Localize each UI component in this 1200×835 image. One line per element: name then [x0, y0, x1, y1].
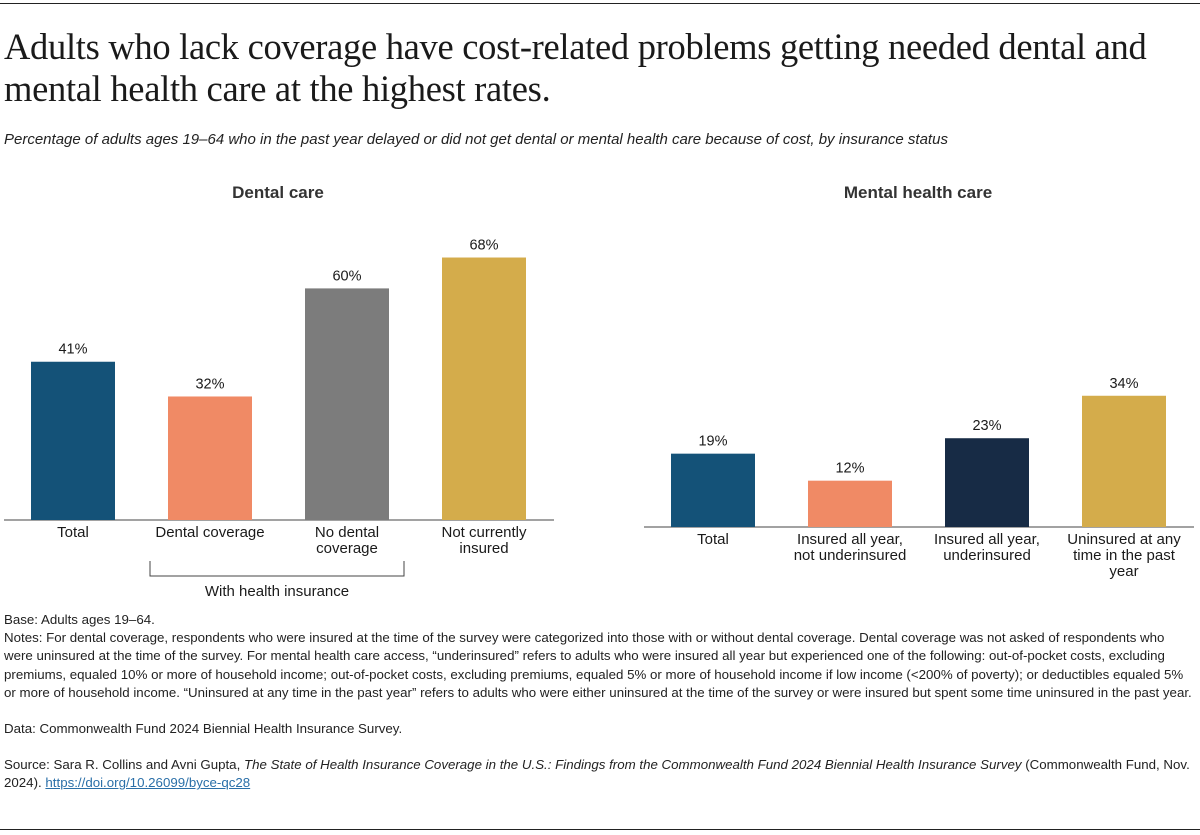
mental-category-label-3-line-2: underinsured: [943, 547, 1031, 564]
mental-data-label-3: 23%: [972, 418, 1001, 434]
top-rule: [0, 3, 1200, 4]
dental-category-label-1: Total: [57, 524, 89, 541]
dental-bar-3: [305, 288, 389, 520]
mental-data-label-4: 34%: [1109, 376, 1138, 392]
bar-charts: 41% Total 32% Dental coverage 60% No dentalco…: [4, 238, 1194, 600]
mental-category-label-1: Total: [697, 531, 729, 548]
dental-bar-4: [442, 257, 526, 520]
group-bracket-label: With health insurance: [205, 583, 349, 600]
mental-category-label-2-line-2: not underinsured: [794, 547, 907, 564]
group-bracket: [149, 561, 405, 577]
dental-data-label-3: 60%: [332, 268, 361, 284]
dental-data-label-1: 41%: [58, 342, 87, 358]
notes-text: Notes: For dental coverage, respondents …: [4, 630, 1192, 700]
mental-bar-1: [671, 453, 755, 527]
mental-bar-2: [808, 480, 892, 527]
dental-bar-1: [31, 361, 115, 520]
dental-panel-title: Dental care: [232, 183, 324, 202]
source-suffix: (Commonwealth Fund, Nov. 2024).: [4, 757, 1190, 791]
chart-title: Adults who lack coverage have cost-relat…: [4, 26, 1147, 109]
dental-category-label-3-line-2: coverage: [316, 540, 378, 557]
mental-bar-3: [945, 438, 1029, 527]
data-note: Data: Commonwealth Fund 2024 Biennial He…: [4, 721, 403, 737]
source-title: The State of Health Insurance Coverage i…: [243, 757, 1022, 773]
base-note: Base: Adults ages 19–64.: [4, 612, 155, 627]
mental-data-label-1: 19%: [698, 434, 727, 450]
doi-link[interactable]: https://doi.org/10.26099/byce-qc28: [45, 775, 251, 791]
dental-bar-2: [168, 396, 252, 520]
chart-subtitle: Percentage of adults ages 19–64 who in t…: [4, 131, 948, 148]
mental-category-label-4-line-1: Uninsured at any: [1067, 531, 1181, 548]
mental-category-label-4-line-3: year: [1109, 563, 1138, 580]
mental-panel-title: Mental health care: [843, 183, 993, 202]
bottom-rule: [0, 829, 1200, 830]
dental-category-label-4-line-1: Not currently: [441, 524, 527, 541]
mental-bar-4: [1082, 395, 1166, 527]
dental-data-label-2: 32%: [195, 376, 224, 392]
footnotes: Base: Adults ages 19–64. Notes: For dent…: [4, 611, 1196, 793]
mental-category-label-3-line-1: Insured all year,: [934, 531, 1040, 548]
mental-data-label-2: 12%: [835, 461, 864, 477]
mental-category-label-4-line-2: time in the past: [1073, 547, 1176, 564]
dental-category-label-4-line-2: insured: [459, 540, 508, 557]
source-prefix: Source: Sara R. Collins and Avni Gupta,: [4, 757, 244, 773]
dental-data-label-4: 68%: [469, 238, 498, 254]
dental-category-label-3-line-1: No dental: [315, 524, 379, 541]
source-note: Source: Sara R. Collins and Avni Gupta, …: [4, 756, 1196, 792]
mental-category-label-2-line-1: Insured all year,: [797, 531, 903, 548]
dental-category-label-2: Dental coverage: [155, 524, 264, 541]
